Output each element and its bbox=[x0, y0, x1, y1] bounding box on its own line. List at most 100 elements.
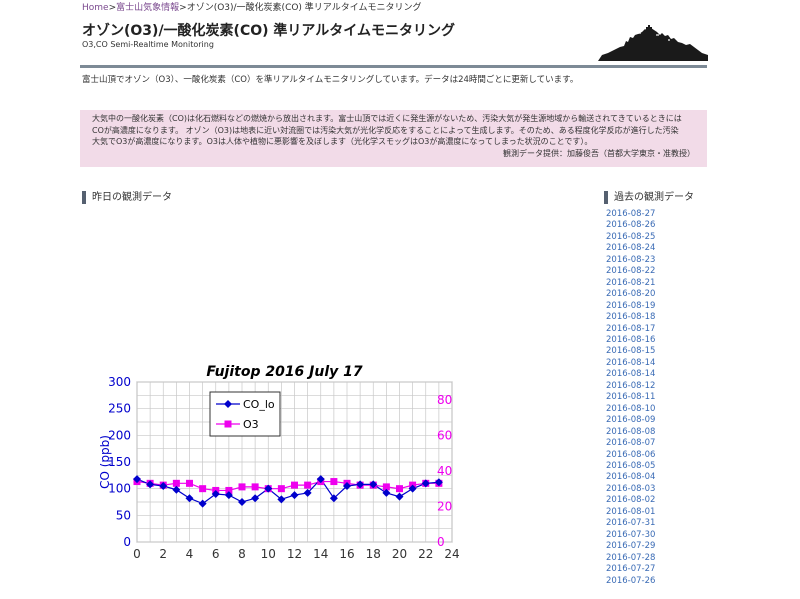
observation-chart: 0 2 4 6 8 10 12 14 16 18 20 22 240501001502002503000… bbox=[100, 364, 460, 561]
x-tick-label: 6 bbox=[212, 547, 220, 561]
co-data-point bbox=[369, 480, 378, 489]
o3-data-point bbox=[396, 485, 403, 493]
o3-data-point bbox=[225, 486, 233, 494]
x-tick-label: 18 bbox=[366, 547, 381, 561]
x-tick-label: 4 bbox=[186, 547, 194, 561]
past-date-item: 2016-08-08 bbox=[606, 427, 655, 438]
past-date-link[interactable]: 2016-08-02 bbox=[606, 495, 656, 506]
legend-o3-label: O3 bbox=[243, 418, 259, 431]
past-date-item: 2016-08-27 bbox=[606, 209, 655, 220]
breadcrumb-separator: > bbox=[179, 3, 187, 13]
past-date-item: 2016-07-28 bbox=[606, 553, 655, 564]
o3-data-point bbox=[382, 483, 390, 491]
past-date-link[interactable]: 2016-08-25 bbox=[606, 231, 656, 242]
co-data-point bbox=[224, 491, 233, 500]
past-date-link[interactable]: 2016-08-09 bbox=[606, 415, 656, 426]
mount-fuji-summit-logo bbox=[598, 25, 708, 61]
page-title: オゾン(O3)/一酸化炭素(CO) 準リアルタイムモニタリング bbox=[82, 23, 455, 39]
past-date-link[interactable]: 2016-08-22 bbox=[606, 266, 656, 277]
past-date-item: 2016-08-02 bbox=[606, 495, 655, 506]
info-box: 大気中の一酸化炭素（CO)は化石燃料などの燃焼から放出されます。富士山頂では近く… bbox=[80, 110, 707, 167]
past-date-link[interactable]: 2016-07-26 bbox=[606, 575, 656, 586]
past-date-link[interactable]: 2016-08-27 bbox=[606, 209, 656, 219]
past-date-link[interactable]: 2016-08-16 bbox=[606, 334, 656, 345]
past-date-link[interactable]: 2016-08-05 bbox=[606, 460, 656, 471]
x-tick-label: 16 bbox=[339, 547, 354, 561]
co-data-point bbox=[329, 494, 338, 503]
co-data-point bbox=[434, 478, 443, 487]
past-date-link[interactable]: 2016-08-01 bbox=[606, 506, 656, 517]
y-tick-label: 50 bbox=[116, 508, 131, 522]
co-data-point bbox=[198, 499, 207, 508]
y2-tick-label: 40 bbox=[437, 464, 452, 478]
past-date-link[interactable]: 2016-08-04 bbox=[606, 472, 656, 483]
chart-title: Fujitop 2016 July 17 bbox=[206, 364, 363, 380]
past-date-link[interactable]: 2016-08-12 bbox=[606, 380, 656, 391]
co-data-point bbox=[133, 475, 141, 484]
o3-data-point bbox=[330, 478, 338, 486]
x-tick-label: 24 bbox=[444, 547, 459, 561]
past-date-link[interactable]: 2016-08-08 bbox=[606, 426, 656, 437]
past-date-item: 2016-08-11 bbox=[606, 392, 655, 403]
co-data-point bbox=[356, 480, 365, 489]
past-date-item: 2016-08-16 bbox=[606, 335, 655, 346]
past-date-link[interactable]: 2016-07-31 bbox=[606, 518, 656, 529]
y-tick-label: 100 bbox=[108, 482, 131, 496]
past-date-item: 2016-08-03 bbox=[606, 484, 655, 495]
past-date-item: 2016-08-06 bbox=[606, 450, 655, 461]
x-tick-label: 8 bbox=[238, 547, 246, 561]
breadcrumb: Home>富士山気象情報>オゾン(O3)/一酸化炭素(CO) 準リアルタイムモニ… bbox=[82, 0, 422, 13]
past-dates-list: 2016-08-27 2016-08-26 2016-08-25 2016-08-24… bbox=[606, 209, 655, 587]
past-date-item: 2016-08-24 bbox=[606, 243, 655, 254]
past-date-link[interactable]: 2016-08-18 bbox=[606, 312, 656, 323]
y-tick-label: 0 bbox=[123, 535, 131, 549]
past-date-link[interactable]: 2016-08-17 bbox=[606, 323, 656, 334]
past-date-link[interactable]: 2016-08-11 bbox=[606, 392, 656, 403]
past-date-link[interactable]: 2016-07-27 bbox=[606, 564, 656, 575]
past-date-item: 2016-08-01 bbox=[606, 507, 655, 518]
past-date-link[interactable]: 2016-08-21 bbox=[606, 277, 656, 288]
past-date-link[interactable]: 2016-08-23 bbox=[606, 254, 656, 265]
x-tick-label: 10 bbox=[261, 547, 276, 561]
past-date-link[interactable]: 2016-08-15 bbox=[606, 346, 656, 357]
past-date-item: 2016-08-05 bbox=[606, 461, 655, 472]
co-data-point bbox=[251, 494, 260, 503]
past-date-item: 2016-08-19 bbox=[606, 301, 655, 312]
y-axis-label: CO (ppb) bbox=[100, 435, 112, 489]
y-tick-label: 300 bbox=[108, 375, 131, 389]
co-data-point bbox=[238, 498, 246, 506]
past-date-link[interactable]: 2016-08-14 bbox=[606, 369, 656, 380]
co-data-point bbox=[290, 491, 299, 500]
past-date-link[interactable]: 2016-08-06 bbox=[606, 449, 656, 460]
past-date-item: 2016-07-31 bbox=[606, 518, 655, 529]
breadcrumb-weather-link[interactable]: 富士山気象情報 bbox=[116, 3, 180, 13]
breadcrumb-home-link[interactable]: Home bbox=[82, 3, 109, 13]
o3-data-point bbox=[251, 483, 259, 491]
past-date-item: 2016-08-20 bbox=[606, 289, 655, 300]
past-date-item: 2016-08-10 bbox=[606, 404, 655, 415]
past-date-item: 2016-08-21 bbox=[606, 278, 655, 289]
past-date-link[interactable]: 2016-08-03 bbox=[606, 483, 656, 494]
past-date-link[interactable]: 2016-08-24 bbox=[606, 243, 656, 254]
past-date-link[interactable]: 2016-08-14 bbox=[606, 357, 656, 368]
legend-co-label: CO_lo bbox=[243, 398, 275, 411]
co-data-point bbox=[382, 488, 391, 497]
o3-data-point bbox=[172, 479, 180, 487]
o3-data-point bbox=[199, 485, 207, 493]
past-date-link[interactable]: 2016-07-30 bbox=[606, 529, 656, 540]
o3-data-point bbox=[186, 479, 193, 487]
past-date-link[interactable]: 2016-08-20 bbox=[606, 289, 656, 300]
past-date-link[interactable]: 2016-08-26 bbox=[606, 220, 656, 231]
page-subtitle: O3,CO Semi-Realtime Monitoring bbox=[82, 40, 214, 49]
past-date-link[interactable]: 2016-07-29 bbox=[606, 541, 656, 552]
past-date-link[interactable]: 2016-07-28 bbox=[606, 552, 656, 563]
past-date-link[interactable]: 2016-08-10 bbox=[606, 403, 656, 414]
past-date-link[interactable]: 2016-08-19 bbox=[606, 300, 656, 311]
co-data-point bbox=[421, 479, 430, 488]
past-date-item: 2016-07-26 bbox=[606, 576, 655, 587]
co-data-point bbox=[316, 475, 325, 484]
past-date-link[interactable]: 2016-08-07 bbox=[606, 438, 656, 449]
o3-data-point bbox=[238, 483, 246, 491]
past-date-item: 2016-08-22 bbox=[606, 266, 655, 277]
past-date-item: 2016-08-25 bbox=[606, 232, 655, 243]
